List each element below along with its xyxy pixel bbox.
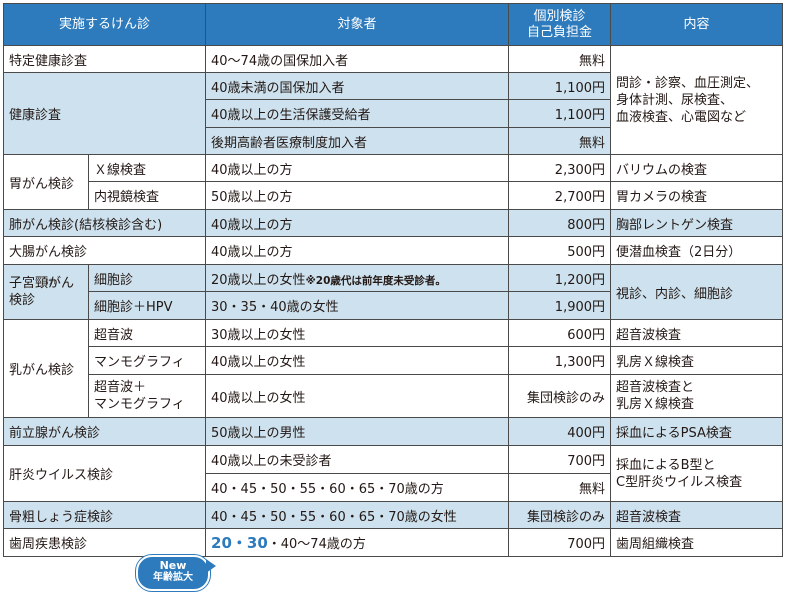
cost-cell: 1,200円 [508, 264, 612, 292]
target-cell: 40歳以上の方 [205, 209, 510, 237]
header-row: 実施するけん診 対象者 個別検診 自己負担金 内容 [2, 3, 784, 46]
target-cell: 30歳以上の女性 [205, 319, 510, 347]
content-cell: 問診・診察、血圧測定、 身体計測、尿検査、 血液検査、心電図など [610, 45, 784, 155]
target-cell: 50歳以上の男性 [205, 417, 510, 446]
highlight-ages: 20・30 [211, 534, 268, 552]
table-row: 40・45・50・55・60・65・70歳の方 無料 [4, 473, 783, 502]
cost-cell: 2,300円 [508, 154, 612, 182]
exam-name: 肝炎ウイルス検診 [2, 445, 207, 502]
note: ※20歳代は前年度未受診者。 [305, 274, 446, 287]
table-row: 歯周疾患検診 20・30・40～74歳の方 700円 歯周組織検査 [2, 528, 784, 557]
table-row: 特定健康診査 40～74歳の国保加入者 無料 問診・診察、血圧測定、 身体計測、尿… [2, 45, 784, 155]
table-row: 大腸がん検診 40歳以上の方 500円 便潜血検査（2日分） [2, 236, 784, 265]
header-cost: 個別検診 自己負担金 [508, 3, 612, 46]
target-cell: 40・45・50・55・60・65・70歳の方 [205, 473, 510, 502]
content-cell: 便潜血検査（2日分） [610, 236, 784, 265]
target-cell: 40歳以上の未受診者 [205, 445, 510, 474]
table-row: 内視鏡検査 50歳以上の方 2,700円 胃カメラの検査 [4, 181, 784, 210]
sub-exam: 細胞診＋HPV [87, 291, 207, 320]
target-cell: 30・35・40歳の女性 [205, 291, 510, 320]
furigana: けい [46, 278, 60, 286]
table-row: マンモグラフィ 40歳以上の女性 1,300円 乳房Ｘ線検査 [4, 346, 784, 375]
sub-exam: 超音波＋ マンモグラフィ [87, 374, 207, 418]
content-cell: 採血によるB型と C型肝炎ウイルス検査 [610, 445, 784, 502]
cost-cell: 700円 [508, 445, 612, 474]
exam-name: 乳がん検診 [3, 319, 89, 418]
exam-name: 骨粗しょう症検診 [2, 501, 207, 529]
table-row: 超音波＋ マンモグラフィ 40歳以上の女性 集団検診のみ 超音波検査と 乳房Ｘ線検査 [4, 374, 784, 418]
exam-name: けい 子宮頸がん 検診 [3, 264, 89, 320]
cost-cell: 無料 [508, 473, 612, 502]
cost-cell: 集団検診のみ [508, 374, 612, 418]
target-cell: 20歳以上の女性※20歳代は前年度未受診者。 [205, 264, 510, 292]
cost-cell: 1,900円 [508, 291, 612, 320]
header-content: 内容 [610, 3, 784, 46]
target-cell: 後期高齢者医療制度加入者 [205, 127, 510, 155]
header-target: 対象者 [205, 3, 510, 46]
content-cell: 胃カメラの検査 [610, 181, 784, 210]
cost-cell: 2,700円 [508, 181, 612, 210]
exam-name: 特定健康診査 [2, 45, 207, 73]
content-cell: 胸部レントゲン検査 [610, 209, 784, 237]
content-cell: 超音波検査 [610, 319, 784, 347]
target-cell: 50歳以上の方 [205, 181, 510, 210]
table-row: 細胞診＋HPV 30・35・40歳の女性 1,900円 [4, 291, 783, 320]
content-cell: 超音波検査と 乳房Ｘ線検査 [610, 374, 784, 418]
exam-name: 歯周疾患検診 [2, 528, 207, 557]
cost-cell: 無料 [508, 127, 612, 155]
table-row: 骨粗しょう症検診 40・45・50・55・60・65・70歳の女性 集団検診のみ… [2, 501, 784, 529]
cost-cell: 600円 [508, 319, 612, 347]
new-badge: New 年齢拡大 [136, 555, 216, 591]
target-cell: 40歳以上の女性 [205, 346, 510, 375]
target-cell: 40歳以上の生活保護受給者 [205, 99, 510, 128]
target-cell: 40～74歳の国保加入者 [205, 45, 510, 73]
content-cell: 乳房Ｘ線検査 [610, 346, 784, 375]
cost-cell: 1,100円 [508, 72, 612, 100]
target-cell: 40歳以上の方 [205, 154, 510, 182]
table-row: 健康診査 40歳未満の国保加入者 1,100円 [2, 72, 783, 155]
cost-cell: 800円 [508, 209, 612, 237]
target-cell: 40歳以上の方 [205, 236, 510, 265]
cost-cell: 集団検診のみ [508, 501, 612, 529]
table-row: 胃がん検診 Ｘ線検査 40歳以上の方 2,300円 バリウムの検査 [3, 154, 784, 210]
cost-cell: 1,100円 [508, 99, 612, 128]
content-cell: 超音波検査 [610, 501, 784, 529]
header-exam: 実施するけん診 [2, 3, 207, 46]
exam-name: 健康診査 [2, 72, 207, 155]
exam-name: 肺がん検診(結核検診含む) [2, 209, 207, 237]
table-row: 肺がん検診(結核検診含む) 40歳以上の方 800円 胸部レントゲン検査 [2, 209, 784, 237]
sub-exam: 細胞診 [87, 264, 207, 292]
table-row: けい 子宮頸がん 検診 細胞診 20歳以上の女性※20歳代は前年度未受診者。 1,2… [3, 264, 784, 320]
exam-name: 大腸がん検診 [2, 236, 207, 265]
badge-pointer [206, 559, 216, 573]
content-cell: バリウムの検査 [610, 154, 784, 182]
sub-exam: マンモグラフィ [87, 346, 207, 375]
cost-cell: 無料 [508, 45, 612, 73]
content-cell: 視診、内診、細胞診 [610, 264, 784, 320]
table-row: 40歳以上の生活保護受給者 1,100円 [4, 99, 783, 128]
exam-name: 胃がん検診 [3, 154, 89, 210]
cost-cell: 500円 [508, 236, 612, 265]
checkup-table: 実施するけん診 対象者 個別検診 自己負担金 内容 特定健康診査 40～74歳の国… [2, 3, 784, 557]
sub-exam: 内視鏡検査 [87, 181, 207, 210]
table-row: 後期高齢者医療制度加入者 無料 [4, 127, 783, 155]
cost-cell: 1,300円 [508, 346, 612, 375]
target-cell: 20・30・40～74歳の方 [205, 528, 510, 557]
exam-name: 前立腺がん検診 [2, 417, 207, 446]
table-row: 肝炎ウイルス検診 40歳以上の未受診者 700円 採血によるB型と C型肝炎ウイル… [2, 445, 784, 502]
target-cell: 40・45・50・55・60・65・70歳の女性 [205, 501, 510, 529]
target-cell: 40歳未満の国保加入者 [205, 72, 510, 100]
table-row: 前立腺がん検診 50歳以上の男性 400円 採血によるPSA検査 [2, 417, 784, 446]
cost-cell: 400円 [508, 417, 612, 446]
sub-exam: 超音波 [87, 319, 207, 347]
content-cell: 採血によるPSA検査 [610, 417, 784, 446]
content-cell: 歯周組織検査 [610, 528, 784, 557]
cost-cell: 700円 [508, 528, 612, 557]
target-cell: 40歳以上の女性 [205, 374, 510, 418]
sub-exam: Ｘ線検査 [87, 154, 207, 182]
table-row: 乳がん検診 超音波 30歳以上の女性 600円 超音波検査 [3, 319, 784, 418]
